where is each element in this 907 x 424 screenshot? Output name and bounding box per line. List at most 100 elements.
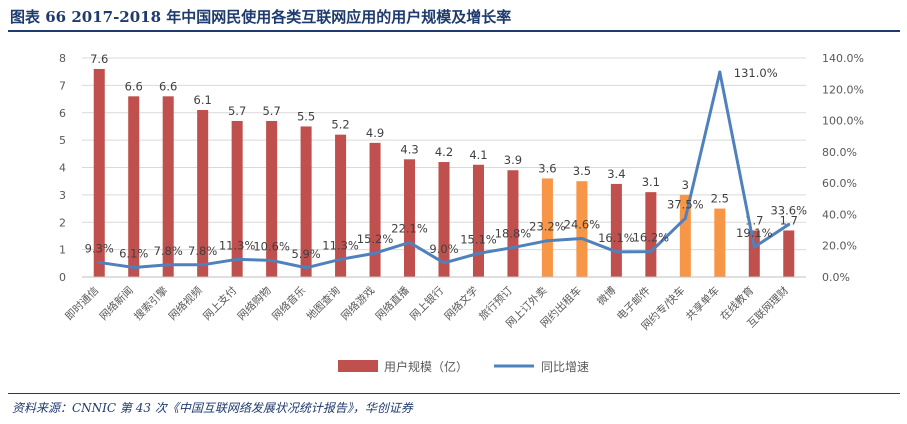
- bar: [541, 178, 553, 277]
- title-divider: [8, 30, 900, 32]
- bar-value-label: 5.2: [331, 118, 349, 132]
- growth-point: [442, 261, 446, 265]
- bar: [404, 159, 416, 277]
- left-axis-tick-label: 1: [59, 244, 66, 257]
- growth-point: [649, 250, 653, 254]
- bar-value-label: 6.6: [125, 79, 143, 93]
- x-axis-category-label: 网络购物: [235, 284, 274, 323]
- bar: [369, 142, 381, 277]
- growth-point: [97, 260, 101, 264]
- bar: [748, 230, 760, 277]
- x-axis-category-label: 地图查询: [304, 284, 343, 323]
- right-axis-tick-label: 20.0%: [822, 240, 857, 253]
- x-axis-category-label: 网络直播: [373, 284, 412, 323]
- growth-value-label: 11.3%: [322, 238, 359, 252]
- bar: [93, 68, 105, 277]
- x-axis-category-label: 共享单车: [683, 284, 722, 323]
- bar: [128, 96, 140, 277]
- growth-point: [132, 265, 136, 269]
- legend-label-bar: 用户规模（亿）: [384, 359, 468, 374]
- bar: [507, 170, 519, 277]
- growth-value-label: 5.9%: [291, 247, 320, 261]
- bar: [335, 134, 347, 277]
- left-axis-tick-label: 5: [59, 134, 66, 147]
- growth-point: [580, 237, 584, 241]
- x-axis-category-label: 网络音乐: [269, 284, 308, 323]
- growth-point: [545, 239, 549, 243]
- growth-value-label: 23.2%: [529, 220, 566, 234]
- bar: [162, 96, 174, 277]
- bar-value-label: 3.5: [573, 164, 591, 178]
- growth-value-label: 33.6%: [770, 203, 807, 217]
- left-axis-tick-label: 7: [59, 79, 66, 92]
- growth-value-label: 16.1%: [598, 231, 635, 245]
- growth-point: [511, 246, 515, 250]
- x-axis-category-label: 网络游戏: [338, 284, 377, 323]
- left-axis-tick-label: 0: [59, 271, 66, 284]
- x-axis-category-label: 即时通信: [63, 285, 101, 323]
- bar-value-label: 5.7: [228, 104, 246, 118]
- growth-value-label: 15.1%: [460, 232, 497, 246]
- growth-point: [752, 245, 756, 249]
- bar-value-label: 3.4: [607, 167, 625, 181]
- source-divider: [8, 393, 900, 394]
- growth-value-label: 19.1%: [736, 226, 773, 240]
- chart-title: 图表 66 2017-2018 年中国网民使用各类互联网应用的用户规模及增长率: [10, 8, 512, 26]
- bar-value-label: 4.3: [400, 142, 418, 156]
- growth-value-label: 7.8%: [188, 244, 217, 258]
- growth-value-label: 9.3%: [85, 241, 114, 255]
- bar-value-label: 3: [682, 178, 689, 192]
- growth-point: [787, 222, 791, 226]
- growth-value-label: 22.1%: [391, 221, 428, 235]
- growth-point: [304, 266, 308, 270]
- bar-value-label: 3.9: [504, 153, 522, 167]
- bar: [266, 120, 278, 278]
- right-axis-tick-label: 80.0%: [822, 146, 857, 159]
- left-axis-tick-label: 2: [59, 216, 66, 229]
- growth-point: [408, 240, 412, 244]
- chart-container: 0 1 2 3 4 5 6 7 8 0.0% 20.0% 40.0% 60.0% 80.0% 100.0% 1…: [0, 33, 907, 391]
- x-axis-category-label: 网上银行: [407, 284, 446, 323]
- growth-value-label: 7.8%: [154, 244, 183, 258]
- bar: [714, 208, 726, 277]
- growth-point: [718, 70, 722, 74]
- growth-point: [614, 250, 618, 254]
- bar-value-label: 6.1: [194, 93, 212, 107]
- bar-value-label: 4.9: [366, 126, 384, 140]
- bar-value-label: 5.5: [297, 109, 315, 123]
- combo-chart: 0123456780.0%20.0%40.0%60.0%80.0%100.0%1…: [59, 52, 864, 374]
- right-axis-tick-label: 60.0%: [822, 177, 857, 190]
- right-axis-tick-label: 120.0%: [822, 83, 864, 96]
- x-axis-category-label: 网络文学: [442, 284, 481, 323]
- growth-point: [339, 257, 343, 261]
- bar: [472, 164, 484, 277]
- bar: [783, 230, 795, 277]
- legend-label-line: 同比增速: [541, 360, 589, 374]
- right-axis-tick-label: 40.0%: [822, 208, 857, 221]
- bar-value-label: 7.6: [90, 52, 108, 66]
- bar-value-label: 3.6: [538, 161, 556, 175]
- bar: [679, 194, 691, 277]
- x-axis-category-label: 网上支付: [200, 284, 239, 323]
- bar-value-label: 2.5: [711, 192, 729, 206]
- growth-value-label: 6.1%: [119, 246, 148, 260]
- right-axis-tick-label: 140.0%: [822, 52, 864, 65]
- bar-value-label: 3.1: [642, 175, 660, 189]
- growth-value-label: 18.8%: [495, 227, 532, 241]
- growth-value-label: 16.2%: [633, 231, 670, 245]
- bar: [197, 110, 209, 277]
- growth-value-label: 24.6%: [564, 218, 601, 232]
- growth-point: [270, 258, 274, 262]
- legend-swatch-bar: [338, 360, 378, 372]
- growth-point: [235, 257, 239, 261]
- right-axis-tick-label: 100.0%: [822, 115, 864, 128]
- growth-value-label: 131.0%: [734, 66, 778, 80]
- left-axis-tick-label: 8: [59, 52, 66, 65]
- x-axis-category-label: 网络新闻: [97, 284, 136, 323]
- x-axis-category-label: 网络视频: [166, 284, 205, 323]
- growth-point: [476, 251, 480, 255]
- x-axis-category-label: 微博: [594, 284, 618, 308]
- bar-value-label: 4.1: [469, 148, 487, 162]
- bar: [231, 120, 243, 278]
- growth-point: [373, 251, 377, 255]
